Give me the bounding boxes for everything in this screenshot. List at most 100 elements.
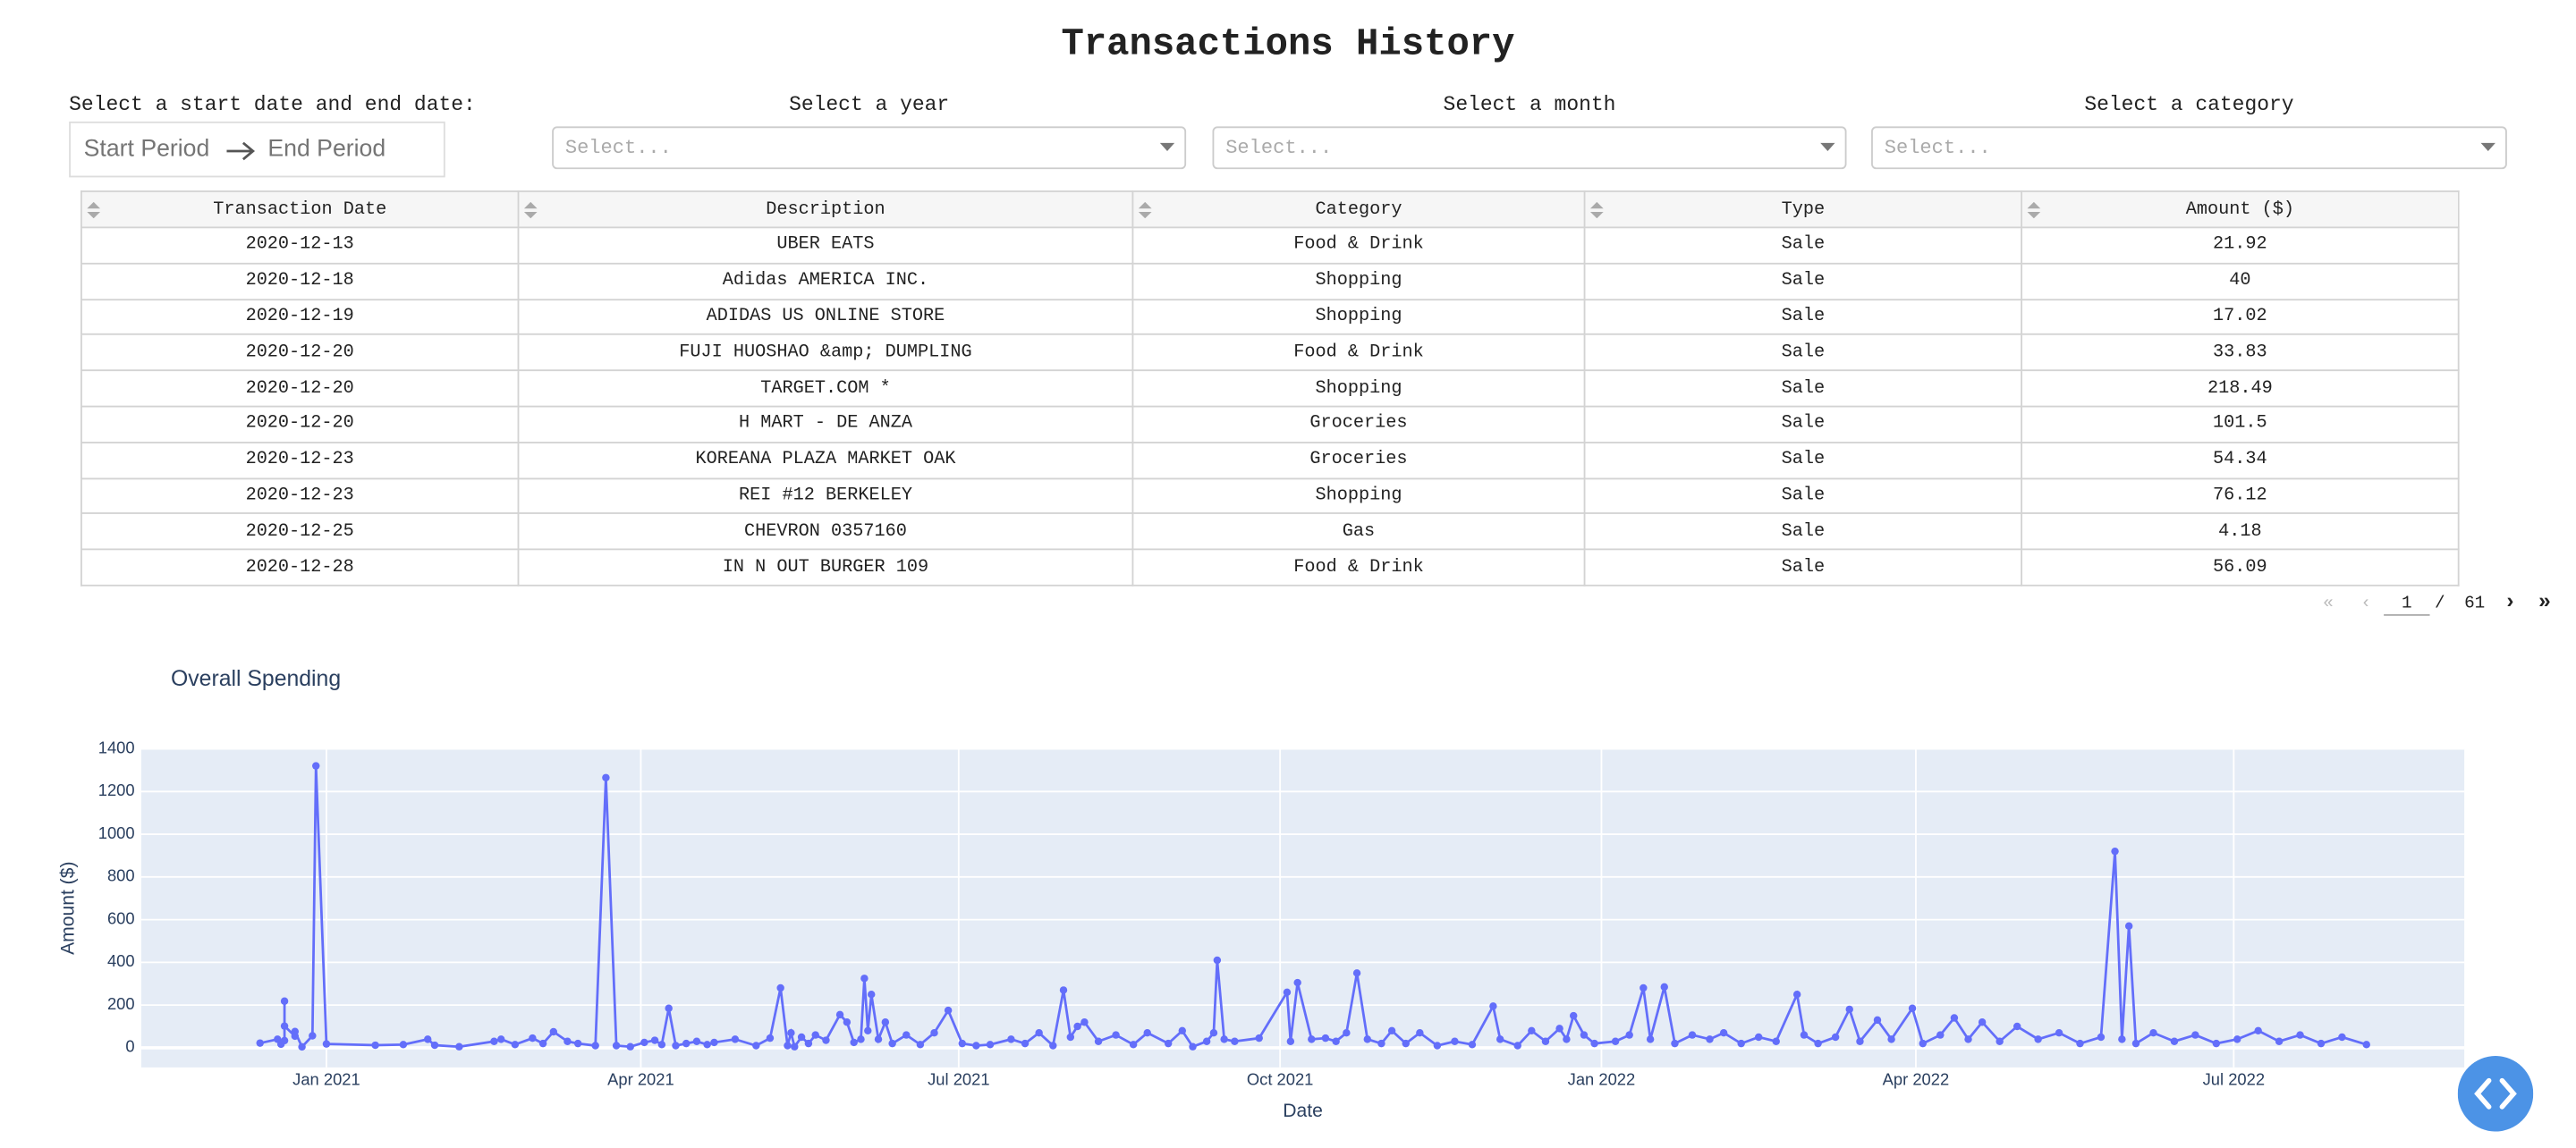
header-text: Transaction Date (213, 199, 387, 220)
year-dropdown[interactable]: Select... (552, 126, 1187, 170)
table-cell: 2020-12-20 (80, 369, 520, 408)
data-point (1094, 1037, 1103, 1045)
column-header[interactable]: Description (517, 190, 1134, 229)
last-page-button[interactable]: » (2538, 589, 2552, 614)
data-point (972, 1042, 980, 1050)
data-point (280, 997, 289, 1005)
y-tick-label: 600 (107, 908, 135, 927)
data-point (1856, 1037, 1864, 1045)
table-cell: 101.5 (2021, 405, 2460, 443)
column-header[interactable]: Amount ($) (2021, 190, 2460, 229)
data-point (1950, 1014, 1959, 1022)
page-input[interactable]: 1 (2384, 595, 2430, 616)
data-point (1209, 1028, 1218, 1037)
y-tick-label: 1000 (98, 823, 135, 842)
end-date-input[interactable]: End Period (267, 136, 386, 163)
table-row: 2020-12-20 FUJI HUOSHAO &amp; DUMPLING Foo… (80, 333, 2460, 372)
first-page-button[interactable]: « (2323, 594, 2334, 614)
x-tick-label: Jan 2021 (292, 1069, 360, 1088)
page-total: 61 (2464, 594, 2486, 614)
column-header[interactable]: Transaction Date (80, 190, 520, 229)
year-label: Select a year (789, 93, 950, 117)
table-row: 2020-12-18 Adidas AMERICA INC. Shopping Sal… (80, 262, 2460, 300)
data-point (874, 1035, 883, 1043)
range-arrow (226, 141, 256, 161)
data-point (1035, 1028, 1043, 1037)
caret (2480, 142, 2496, 151)
data-point (811, 1031, 819, 1039)
header-text: Type (1781, 199, 1826, 220)
table-cell: REI #12 BERKELEY (517, 477, 1134, 515)
table-cell: Sale (1583, 512, 2023, 551)
data-point (650, 1036, 659, 1044)
data-point (1831, 1033, 1840, 1042)
data-point (298, 1042, 306, 1051)
data-point (1021, 1039, 1030, 1048)
data-point (1528, 1026, 1536, 1035)
data-point (1887, 1035, 1895, 1043)
table-cell: KOREANA PLAZA MARKET OAK (517, 441, 1134, 479)
table-cell: 2020-12-18 (80, 262, 520, 300)
data-point (280, 1036, 289, 1045)
data-point (867, 990, 876, 999)
data-point (930, 1028, 938, 1037)
date-range-picker[interactable]: Start Period End Period (69, 121, 445, 178)
dev-tools-button[interactable] (2457, 1056, 2534, 1132)
data-point (672, 1042, 680, 1050)
data-point (752, 1042, 760, 1050)
data-point (430, 1041, 439, 1050)
y-axis-title: Amount ($) (58, 862, 79, 955)
data-point (1706, 1035, 1714, 1043)
data-point (1996, 1037, 2004, 1045)
table-cell: Food & Drink (1131, 548, 1586, 587)
start-date-input[interactable]: Start Period (83, 136, 210, 163)
data-point (564, 1037, 572, 1045)
sort-icon (87, 201, 101, 219)
caret (1159, 142, 1175, 151)
data-point (1213, 956, 1222, 965)
data-point (2296, 1031, 2304, 1039)
data-point (710, 1038, 718, 1047)
data-point (657, 1041, 666, 1049)
data-point (2012, 1022, 2021, 1031)
table-cell: Groceries (1131, 441, 1586, 479)
data-point (2233, 1035, 2241, 1043)
data-point (1772, 1037, 1780, 1045)
month-dropdown[interactable]: Select... (1212, 126, 1847, 170)
data-point (986, 1041, 995, 1049)
data-point (1660, 983, 1668, 992)
data-point (1433, 1042, 1442, 1050)
data-point (857, 1035, 865, 1043)
data-point (2097, 1033, 2106, 1042)
data-point (2170, 1037, 2179, 1045)
column-header[interactable]: Category (1131, 190, 1586, 229)
data-point (1049, 1042, 1057, 1050)
data-point (1178, 1026, 1187, 1035)
next-page-button[interactable]: › (2504, 589, 2517, 614)
column-header[interactable]: Type (1583, 190, 2023, 229)
table-cell: Sale (1583, 477, 2023, 515)
category-dropdown[interactable]: Select... (1871, 126, 2507, 170)
data-point (804, 1039, 813, 1048)
table-cell: Sale (1583, 548, 2023, 587)
data-point (312, 762, 320, 770)
data-point (791, 1042, 799, 1051)
sort-icon (1589, 201, 1604, 219)
data-point (1332, 1037, 1340, 1045)
prev-page-button[interactable]: ‹ (2360, 594, 2371, 614)
x-tick-label: Jan 2022 (1568, 1069, 1636, 1088)
data-point (1978, 1018, 1987, 1026)
data-point (1321, 1034, 1330, 1042)
y-tick-label: 0 (125, 1037, 134, 1056)
data-point (1845, 1005, 1853, 1014)
data-point (1080, 1018, 1089, 1026)
data-point (692, 1037, 701, 1045)
data-point (682, 1039, 691, 1048)
data-point (1800, 1031, 1809, 1039)
data-point (881, 1018, 890, 1026)
placeholder: Select... (1884, 136, 1991, 160)
placeholder: Select... (1225, 136, 1333, 160)
data-point (2034, 1035, 2042, 1043)
